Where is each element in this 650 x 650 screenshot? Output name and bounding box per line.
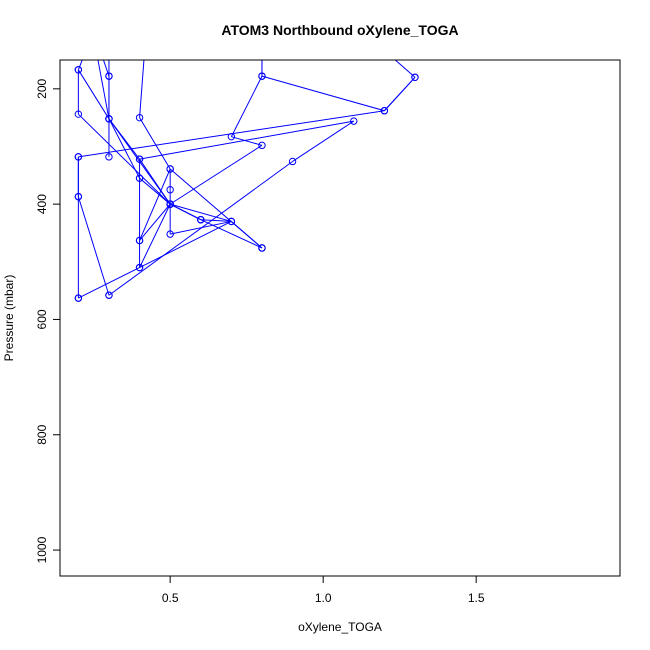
series-segment	[231, 136, 263, 146]
data-point	[166, 165, 174, 173]
data-point	[411, 73, 419, 81]
data-point	[166, 230, 174, 238]
series-segment	[77, 60, 83, 70]
y-tick-label: 200	[35, 78, 49, 98]
series-segment	[139, 168, 171, 241]
data-point	[227, 132, 236, 141]
data-point	[74, 192, 83, 201]
data-point	[74, 294, 83, 302]
data-point	[105, 72, 113, 80]
series-segment	[78, 113, 171, 205]
series-segment	[139, 220, 232, 268]
series-segment	[108, 118, 141, 179]
series-segment	[139, 203, 171, 241]
series-segment	[292, 120, 355, 162]
data-point	[197, 216, 205, 224]
data-point	[166, 200, 174, 208]
series-segment	[108, 161, 293, 296]
series-segment	[77, 196, 110, 296]
data-point	[135, 113, 144, 122]
series-segment	[139, 177, 171, 205]
series-segment	[170, 203, 232, 222]
data-point	[227, 217, 236, 226]
data-point	[166, 186, 174, 194]
series-segment	[200, 219, 263, 249]
series-segment	[97, 60, 110, 119]
data-point	[135, 155, 144, 163]
series-segment	[78, 267, 140, 299]
data-point	[350, 117, 358, 125]
y-axis-label: Pressure (mbar)	[2, 275, 16, 362]
data-point	[74, 66, 83, 74]
y-tick-label: 1000	[35, 536, 49, 563]
series-segment	[384, 76, 416, 112]
series-segment	[139, 60, 145, 118]
data-point	[74, 153, 83, 161]
data-point	[380, 107, 389, 115]
data-point	[135, 174, 144, 182]
series-layer	[74, 60, 419, 302]
series-segment	[139, 120, 354, 160]
series-segment	[261, 75, 385, 112]
data-point	[258, 141, 266, 150]
series-segment	[394, 60, 416, 78]
data-point	[288, 157, 297, 166]
series-segment	[169, 203, 201, 221]
data-point	[135, 263, 144, 272]
data-point	[135, 236, 144, 245]
chart-title: ATOM3 Northbound oXylene_TOGA	[221, 22, 458, 38]
y-tick-label: 600	[35, 309, 49, 329]
y-tick-label: 800	[35, 424, 49, 444]
data-point	[105, 115, 113, 123]
series-segment	[230, 75, 263, 137]
plot-frame	[59, 59, 621, 577]
x-axis-label: oXylene_TOGA	[298, 620, 382, 634]
data-point	[258, 72, 266, 80]
x-tick-label: 1.0	[315, 591, 332, 605]
series-segment	[108, 118, 171, 205]
data-point	[105, 153, 113, 161]
x-tick-label: 0.5	[162, 591, 179, 605]
series-segment	[200, 219, 232, 222]
series-segment	[77, 69, 110, 120]
data-point	[74, 110, 83, 118]
series-segment	[102, 60, 110, 77]
series-segment	[139, 203, 171, 268]
y-tick-label: 400	[35, 194, 49, 214]
data-point	[258, 244, 266, 252]
series-segment	[139, 117, 171, 170]
x-tick-label: 1.5	[468, 591, 485, 605]
axis-layer: 0.5 1.0 1.5 200 400 600 800 1000	[35, 78, 485, 605]
series-segment	[169, 168, 263, 249]
series-segment	[169, 144, 263, 205]
data-point	[105, 291, 113, 299]
